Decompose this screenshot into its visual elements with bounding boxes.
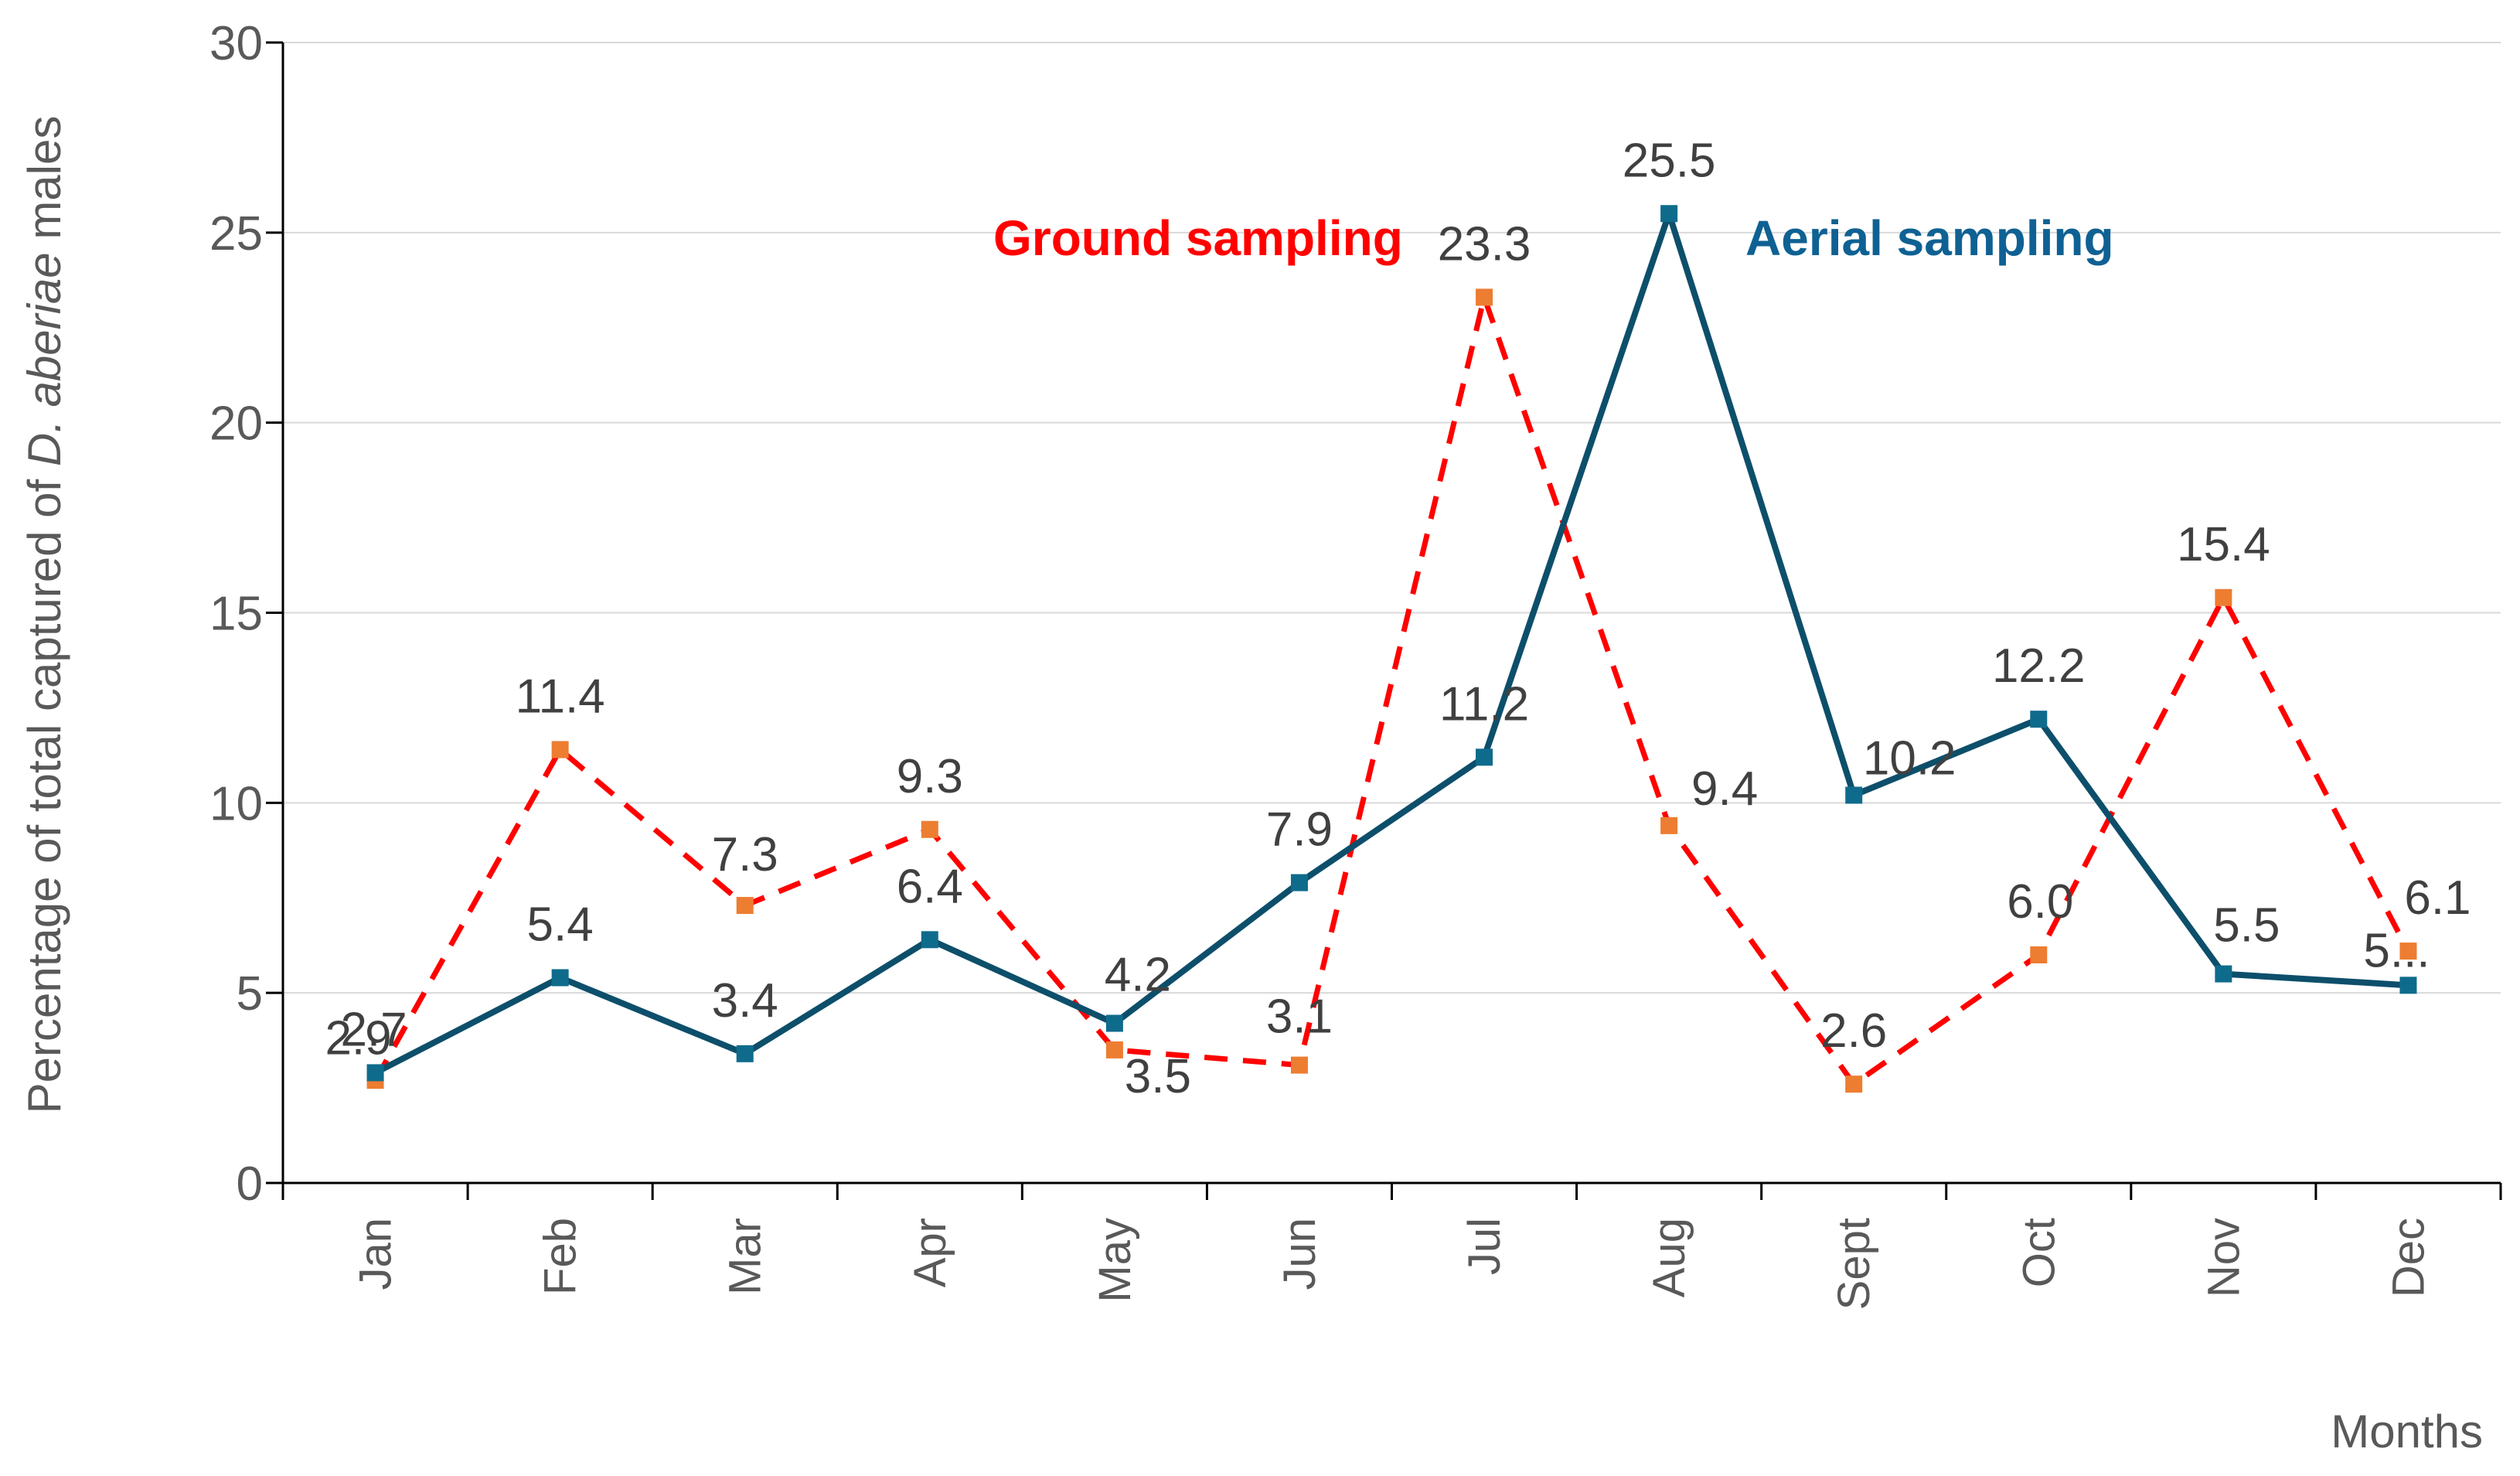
marker-aerial-sampling-sept bbox=[1845, 786, 1863, 804]
marker-aerial-sampling-jun bbox=[1290, 874, 1308, 891]
y-axis-title-suffix: males bbox=[19, 116, 70, 253]
marker-aerial-sampling-aug bbox=[1660, 205, 1678, 223]
x-tick-label-jan: Jan bbox=[351, 1218, 401, 1290]
marker-ground-sampling-oct bbox=[2030, 946, 2048, 963]
data-label-ground-feb: 11.4 bbox=[516, 670, 605, 724]
marker-ground-sampling-aug bbox=[1660, 816, 1678, 834]
marker-aerial-sampling-jul bbox=[1476, 748, 1493, 766]
data-label-aerial-nov: 5.5 bbox=[2213, 899, 2280, 953]
y-axis-title-species: D. aberiae bbox=[19, 252, 70, 466]
marker-aerial-sampling-may bbox=[1105, 1014, 1123, 1032]
data-label-ground-may: 3.5 bbox=[1125, 1050, 1191, 1103]
data-label-aerial-dec: 5... bbox=[2363, 924, 2430, 977]
x-tick-label-feb: Feb bbox=[536, 1218, 586, 1295]
data-label-ground-oct: 6.0 bbox=[2007, 875, 2073, 929]
data-label-ground-nov: 15.4 bbox=[2177, 518, 2270, 571]
y-tick-label-10: 10 bbox=[209, 777, 263, 830]
marker-aerial-sampling-oct bbox=[2030, 711, 2048, 728]
y-tick-label-20: 20 bbox=[209, 397, 263, 451]
data-label-ground-jul: 23.3 bbox=[1438, 217, 1531, 271]
data-label-aerial-aug: 25.5 bbox=[1623, 134, 1716, 187]
x-tick-label-mar: Mar bbox=[720, 1218, 771, 1295]
data-label-ground-sept: 2.6 bbox=[1820, 1004, 1887, 1058]
marker-ground-sampling-may bbox=[1105, 1041, 1123, 1058]
x-tick-label-dec: Dec bbox=[2383, 1218, 2433, 1297]
data-label-ground-mar: 7.3 bbox=[712, 828, 778, 881]
data-label-ground-apr: 9.3 bbox=[897, 750, 963, 803]
x-tick-label-sept: Sept bbox=[1829, 1218, 1879, 1310]
data-label-aerial-may: 4.2 bbox=[1105, 949, 1171, 1002]
marker-ground-sampling-sept bbox=[1845, 1075, 1863, 1093]
y-tick-label-5: 5 bbox=[237, 967, 263, 1021]
gridlines bbox=[283, 42, 2501, 994]
y-tick-label-0: 0 bbox=[237, 1157, 263, 1211]
data-label-ground-aug: 9.4 bbox=[1691, 762, 1758, 816]
x-tick-label-may: May bbox=[1090, 1218, 1140, 1303]
x-tick-label-nov: Nov bbox=[2198, 1218, 2249, 1297]
x-tick-label-aug: Aug bbox=[1644, 1218, 1694, 1297]
data-label-ground-dec: 6.1 bbox=[2404, 871, 2471, 925]
y-tick-labels: 0 5 10 15 20 25 30 bbox=[209, 17, 263, 1211]
data-label-aerial-oct: 12.2 bbox=[1992, 639, 2086, 693]
axes bbox=[266, 41, 2502, 1200]
marker-ground-sampling-jun bbox=[1290, 1056, 1308, 1074]
data-label-ground-jan: 2.7 bbox=[340, 1003, 407, 1056]
y-axis-title-prefix: Percentage of total captured of bbox=[19, 466, 70, 1113]
x-axis-title: Months bbox=[2331, 1406, 2483, 1457]
marker-ground-sampling-mar bbox=[736, 897, 754, 915]
y-tick-label-15: 15 bbox=[209, 588, 263, 641]
x-tick-label-jul: Jul bbox=[1459, 1218, 1510, 1275]
marker-ground-sampling-dec bbox=[2399, 943, 2417, 960]
marker-aerial-sampling-apr bbox=[921, 931, 938, 949]
marker-ground-sampling-nov bbox=[2215, 588, 2232, 606]
marker-aerial-sampling-nov bbox=[2215, 965, 2232, 983]
x-tick-label-oct: Oct bbox=[2014, 1218, 2064, 1287]
data-label-aerial-jan: 2.9 bbox=[325, 1011, 391, 1065]
series-line-ground-sampling bbox=[373, 294, 2411, 1087]
series-line-aerial-sampling bbox=[373, 210, 2409, 1075]
data-label-ground-jun: 3.1 bbox=[1266, 990, 1333, 1044]
data-label-aerial-sept: 10.2 bbox=[1863, 732, 1956, 786]
data-label-aerial-jul: 11.2 bbox=[1439, 677, 1529, 731]
y-tick-label-25: 25 bbox=[209, 207, 263, 261]
y-tick-label-30: 30 bbox=[209, 17, 263, 70]
marker-aerial-sampling-dec bbox=[2399, 977, 2417, 994]
data-label-aerial-apr: 6.4 bbox=[897, 860, 963, 913]
data-label-aerial-feb: 5.4 bbox=[527, 898, 594, 952]
data-label-aerial-jun: 7.9 bbox=[1266, 803, 1333, 857]
x-tick-label-apr: Apr bbox=[905, 1218, 955, 1287]
x-tick-labels: Jan Feb Mar Apr May Jun Jul Aug Sept Oct Nov Dec bbox=[351, 1218, 2434, 1310]
y-axis-title: Percentage of total captured of D. aberi… bbox=[19, 116, 70, 1114]
data-labels: 2.7 11.4 7.3 9.3 3.5 3.1 23.3 9.4 2.6 6.0 15.4 6.1 2… bbox=[325, 134, 2471, 1103]
marker-ground-sampling-apr bbox=[921, 820, 938, 838]
x-tick-label-jun: Jun bbox=[1275, 1218, 1325, 1290]
series-label-aerial: Aerial sampling bbox=[1745, 210, 2114, 266]
marker-ground-sampling-feb bbox=[551, 741, 569, 758]
marker-ground-sampling-jul bbox=[1476, 288, 1493, 306]
marker-aerial-sampling-mar bbox=[736, 1045, 754, 1062]
marker-aerial-sampling-feb bbox=[551, 969, 569, 987]
series-group bbox=[366, 205, 2417, 1093]
series-label-ground: Ground sampling bbox=[993, 210, 1403, 266]
data-label-aerial-mar: 3.4 bbox=[712, 974, 778, 1028]
marker-aerial-sampling-jan bbox=[366, 1064, 384, 1082]
